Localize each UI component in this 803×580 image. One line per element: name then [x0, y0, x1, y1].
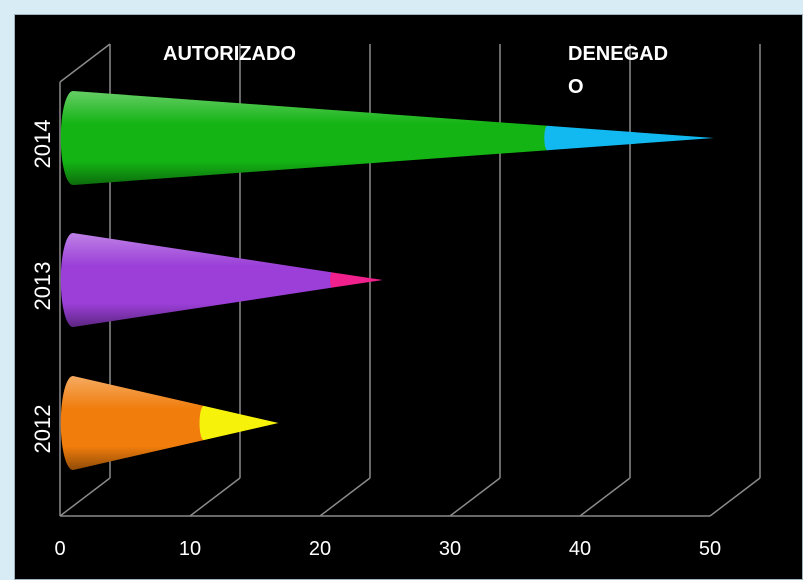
- x-tick-label: 40: [569, 538, 591, 560]
- x-tick-label: 20: [309, 538, 331, 560]
- bar-shading: [60, 376, 279, 470]
- category-label: 2013: [30, 262, 55, 311]
- grid-layer: [59, 43, 761, 517]
- floor-gridline: [189, 477, 241, 517]
- legend-autorizado: AUTORIZADO: [163, 43, 296, 65]
- category-label: 2012: [30, 405, 55, 454]
- floor-gridline: [709, 477, 761, 517]
- bar-shading: [60, 233, 383, 327]
- legend-denegado: DENEGAD O: [568, 43, 668, 98]
- floor-gridline: [319, 477, 371, 517]
- bar-layer: [60, 90, 714, 470]
- x-tick-label: 50: [699, 538, 721, 560]
- floor-gridline: [579, 477, 631, 517]
- bar-shading: [60, 90, 714, 185]
- floor-gridline: [59, 477, 111, 517]
- x-tick-label: 30: [439, 538, 461, 560]
- floor-gridline: [449, 477, 501, 517]
- category-label: 2014: [30, 120, 55, 169]
- x-tick-label: 0: [54, 538, 65, 560]
- x-tick-label: 10: [179, 538, 201, 560]
- label-layer: AUTORIZADO DENEGAD O 0 10 20 30 40 50 2012 2013 2…: [30, 43, 721, 560]
